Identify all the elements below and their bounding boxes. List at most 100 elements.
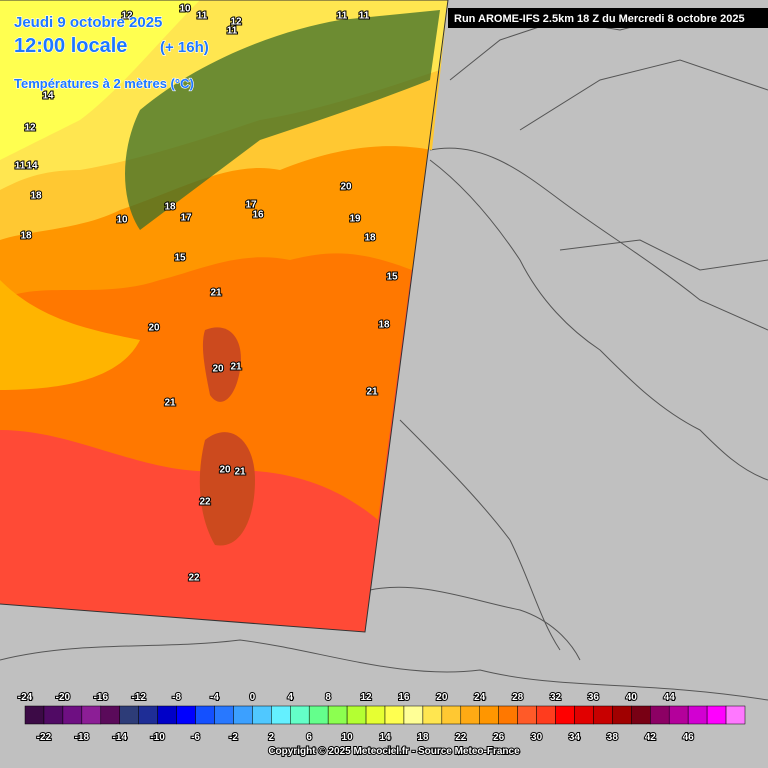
temperature-label: 12 bbox=[230, 17, 242, 28]
colorbar-bottom-label: 22 bbox=[455, 732, 467, 743]
temperature-label: 14 bbox=[26, 161, 38, 172]
color-swatch bbox=[555, 705, 575, 725]
color-swatch bbox=[612, 705, 632, 725]
time: 12:00 locale bbox=[14, 35, 127, 57]
colorbar-bottom-label: -6 bbox=[191, 732, 200, 743]
temperature-label: 11 bbox=[227, 26, 238, 37]
colorbar-top-label: 28 bbox=[512, 692, 524, 703]
color-swatch bbox=[138, 705, 158, 725]
temperature-label: 19 bbox=[349, 214, 361, 225]
temperature-label: 17 bbox=[180, 213, 192, 224]
colorbar-bottom-label: 2 bbox=[269, 732, 275, 743]
color-swatch bbox=[687, 705, 708, 725]
colorbar-top-label: 40 bbox=[626, 692, 638, 703]
run-info: Run AROME-IFS 2.5km 18 Z du Mercredi 8 o… bbox=[454, 13, 745, 25]
colorbar-bottom-label: 18 bbox=[417, 732, 429, 743]
color-swatch bbox=[100, 705, 120, 725]
colorbar-bottom-label: -14 bbox=[113, 732, 128, 743]
temperature-label: 18 bbox=[378, 320, 390, 331]
temperature-label: 18 bbox=[364, 233, 376, 244]
temperature-label: 11 bbox=[197, 11, 208, 22]
temperature-label: 10 bbox=[116, 215, 128, 226]
color-swatch bbox=[384, 705, 405, 725]
temperature-label: 15 bbox=[386, 272, 398, 283]
copyright: Copyright © 2025 Meteociel.fr - Source M… bbox=[268, 746, 520, 757]
temperature-label: 21 bbox=[164, 398, 176, 409]
color-swatch bbox=[441, 705, 462, 725]
colorbar-bottom-label: 30 bbox=[531, 732, 543, 743]
color-swatch bbox=[536, 705, 556, 725]
color-swatch bbox=[460, 705, 480, 725]
colorbar-bottom-label: 10 bbox=[342, 732, 354, 743]
temperature-label: 18 bbox=[164, 202, 176, 213]
temperature-label: 18 bbox=[20, 231, 32, 242]
colorbar-bottom-label: -18 bbox=[75, 732, 90, 743]
run-box bbox=[448, 8, 768, 28]
temperature-label: 21 bbox=[234, 467, 246, 478]
colorbar-top-label: -20 bbox=[56, 692, 71, 703]
color-swatch bbox=[593, 705, 613, 725]
temperature-label: 12 bbox=[24, 123, 36, 134]
color-swatch bbox=[290, 705, 310, 725]
color-swatch bbox=[517, 705, 537, 725]
temperature-label: 22 bbox=[188, 573, 200, 584]
colorbar-top-label: 4 bbox=[287, 692, 293, 703]
color-swatch bbox=[422, 705, 443, 725]
offset: (+ 16h) bbox=[160, 39, 209, 56]
temperature-label: 21 bbox=[210, 288, 222, 299]
colorbar-bottom-label: 6 bbox=[306, 732, 312, 743]
temperature-label: 11 bbox=[15, 161, 26, 172]
temperature-label: 16 bbox=[252, 210, 264, 221]
color-swatch bbox=[650, 705, 670, 725]
colorbar-top-label: -12 bbox=[131, 692, 146, 703]
color-swatch bbox=[668, 705, 689, 725]
color-swatch bbox=[62, 705, 83, 725]
temperature-label: 15 bbox=[174, 253, 186, 264]
temperature-label: 21 bbox=[230, 362, 242, 373]
color-swatch bbox=[81, 705, 102, 725]
color-swatch bbox=[631, 705, 651, 725]
colorbar-top-label: -24 bbox=[18, 692, 33, 703]
temperature-label: 20 bbox=[340, 182, 352, 193]
colorbar-top-label: 8 bbox=[325, 692, 331, 703]
color-swatch bbox=[365, 705, 386, 725]
temperature-label: 22 bbox=[199, 497, 211, 508]
color-swatch bbox=[24, 705, 45, 725]
temperature-label: 12 bbox=[121, 11, 133, 22]
date: Jeudi 9 octobre 2025 bbox=[14, 14, 162, 31]
temperature-label: 11 bbox=[337, 11, 348, 22]
temperature-label: 18 bbox=[30, 191, 42, 202]
colorbar-bottom-label: 46 bbox=[683, 732, 695, 743]
colorbar-top-label: 44 bbox=[664, 692, 676, 703]
temperature-label: 21 bbox=[366, 387, 378, 398]
color-swatch bbox=[479, 705, 499, 725]
colorbar-bottom-label: 38 bbox=[607, 732, 619, 743]
color-swatch bbox=[308, 705, 329, 725]
colorbar-top-label: -4 bbox=[210, 692, 219, 703]
colorbar-bottom-label: -22 bbox=[37, 732, 52, 743]
colorbar: -24 -20 -16 -12 -8 -4 0 4 8 12 16 20 24 28 32 36 40 44-22… bbox=[17, 691, 746, 744]
colorbar-top-label: 20 bbox=[436, 692, 448, 703]
color-swatch bbox=[43, 705, 64, 725]
temperature-label: 11 bbox=[359, 11, 370, 22]
colorbar-top-label: 36 bbox=[588, 692, 600, 703]
temperature-label: 14 bbox=[42, 91, 54, 102]
colorbar-bottom-label: -10 bbox=[150, 732, 165, 743]
color-swatch bbox=[233, 705, 253, 725]
colorbar-top-label: 0 bbox=[250, 692, 256, 703]
temperature-label: 20 bbox=[148, 323, 160, 334]
color-swatch bbox=[271, 705, 291, 725]
colorbar-top-label: 16 bbox=[398, 692, 410, 703]
colorbar-top-label: -8 bbox=[172, 692, 181, 703]
color-swatch bbox=[574, 705, 594, 725]
color-swatch bbox=[403, 705, 424, 725]
color-swatch bbox=[346, 705, 367, 725]
colorbar-bottom-label: 34 bbox=[569, 732, 581, 743]
colorbar-bottom-label: 26 bbox=[493, 732, 505, 743]
temperature-field bbox=[0, 0, 449, 633]
color-swatch bbox=[725, 705, 746, 725]
temperature-label: 20 bbox=[219, 465, 231, 476]
colorbar-top-label: 12 bbox=[360, 692, 372, 703]
